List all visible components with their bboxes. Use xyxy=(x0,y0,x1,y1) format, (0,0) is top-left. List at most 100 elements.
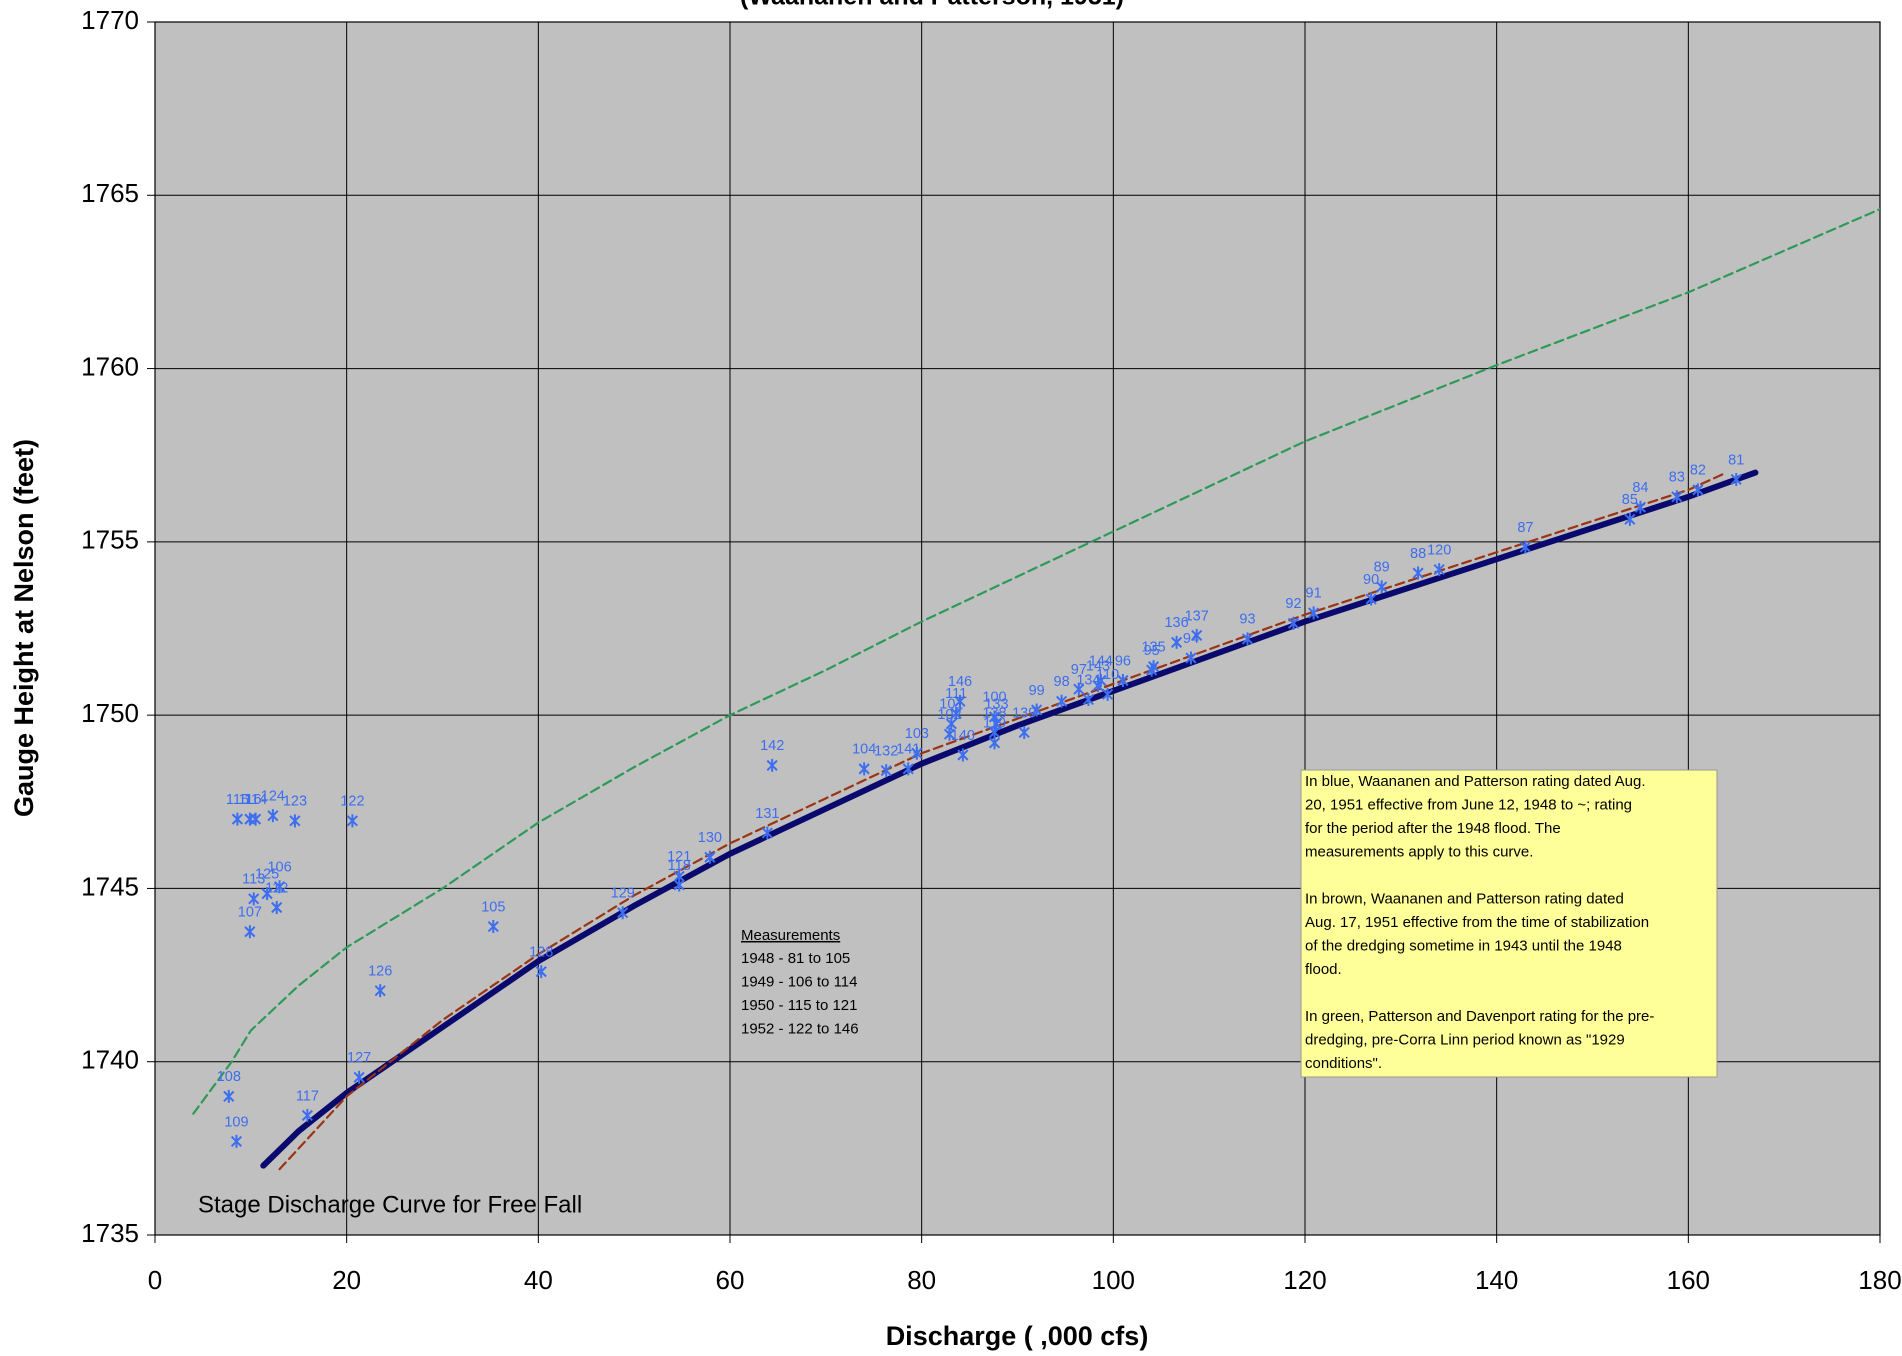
point-label: 110 xyxy=(1096,667,1119,683)
marker xyxy=(1018,725,1030,739)
marker xyxy=(1519,540,1531,554)
note-line: for the period after the 1948 flood. The xyxy=(1305,820,1561,837)
point-label: 108 xyxy=(217,1069,241,1085)
marker xyxy=(1031,703,1043,717)
marker xyxy=(1148,660,1160,674)
x-tick-label: 100 xyxy=(1092,1265,1135,1295)
marker xyxy=(1376,580,1388,594)
marker xyxy=(1730,472,1742,486)
marker xyxy=(1056,694,1068,708)
marker xyxy=(943,727,956,741)
marker xyxy=(954,694,966,708)
marker xyxy=(261,887,273,901)
point-label: 140 xyxy=(951,728,975,744)
point-label: 82 xyxy=(1690,463,1706,479)
point-label: 99 xyxy=(1029,683,1045,699)
marker xyxy=(1185,651,1197,665)
point-label: 106 xyxy=(267,860,291,876)
x-tick-label: 160 xyxy=(1667,1265,1710,1295)
marker xyxy=(945,717,957,731)
y-tick-label: 1770 xyxy=(81,5,139,35)
x-tick-label: 140 xyxy=(1475,1265,1518,1295)
point-label: 122 xyxy=(340,794,364,810)
y-tick-label: 1750 xyxy=(81,698,139,728)
point-label: 115 xyxy=(226,792,249,808)
annotation: Stage Discharge Curve for Free Fall xyxy=(198,1191,582,1218)
point-label: 117 xyxy=(296,1088,319,1104)
note-line: In blue, Waananen and Patterson rating d… xyxy=(1305,773,1646,790)
marker xyxy=(271,900,283,914)
x-tick-label: 120 xyxy=(1283,1265,1326,1295)
point-label: 118 xyxy=(668,858,691,874)
marker xyxy=(223,1089,235,1103)
marker xyxy=(267,809,279,823)
measurements-heading: Measurements xyxy=(741,927,840,944)
marker xyxy=(704,850,716,864)
marker xyxy=(902,762,914,776)
marker xyxy=(761,826,773,840)
point-label: 92 xyxy=(1285,596,1301,612)
measurements-line: 1948 - 81 to 105 xyxy=(741,950,850,967)
y-tick-label: 1765 xyxy=(81,178,139,208)
curve xyxy=(278,471,1728,1171)
note-line: conditions". xyxy=(1305,1055,1382,1072)
point-label: 113 xyxy=(242,872,265,888)
marker xyxy=(1412,566,1424,580)
y-tick-label: 1760 xyxy=(81,351,139,381)
note-line: flood. xyxy=(1305,961,1342,978)
point-label: 136 xyxy=(1164,615,1188,631)
marker xyxy=(766,758,778,772)
point-label: 139 xyxy=(1012,705,1036,721)
marker xyxy=(957,748,969,762)
measurements-line: 1949 - 106 to 114 xyxy=(741,973,857,990)
x-tick-label: 60 xyxy=(716,1265,745,1295)
note-box xyxy=(1300,769,1718,1078)
point-label: 125 xyxy=(255,866,279,882)
note-line: dredging, pre-Corra Linn period known as… xyxy=(1305,1031,1625,1048)
point-label: 103 xyxy=(905,726,929,742)
point-label: 142 xyxy=(760,738,784,754)
point-label: 95 xyxy=(1144,643,1160,659)
point-label: 133 xyxy=(984,697,1008,713)
marker xyxy=(988,736,1001,750)
y-tick-label: 1745 xyxy=(81,871,139,901)
marker xyxy=(1634,500,1646,514)
note-line: of the dredging sometime in 1943 until t… xyxy=(1305,937,1622,954)
point-label: 109 xyxy=(224,1114,248,1130)
marker xyxy=(535,965,547,979)
marker xyxy=(230,1134,243,1148)
point-label: 141 xyxy=(896,742,920,758)
y-tick-label: 1740 xyxy=(81,1045,139,1075)
point-label: 94 xyxy=(1183,631,1199,647)
point-label: 119 xyxy=(983,716,1006,732)
point-label: 83 xyxy=(1669,470,1685,486)
point-label: 112 xyxy=(265,880,288,896)
marker xyxy=(911,746,923,760)
marker xyxy=(1117,673,1129,687)
point-label: 97 xyxy=(1071,662,1087,678)
marker xyxy=(1241,632,1254,646)
point-label: 93 xyxy=(1239,612,1255,628)
x-tick-label: 180 xyxy=(1858,1265,1901,1295)
note-line: measurements apply to this curve. xyxy=(1305,843,1533,860)
point-label: 88 xyxy=(1410,546,1426,562)
marker xyxy=(1082,693,1094,707)
marker xyxy=(1102,687,1114,701)
note-line: In brown, Waananen and Patterson rating … xyxy=(1305,890,1624,907)
point-label: 146 xyxy=(948,674,972,690)
point-label: 105 xyxy=(481,899,505,915)
marker xyxy=(231,812,243,826)
note-line: Aug. 17, 1951 effective from the time of… xyxy=(1305,914,1649,931)
point-label: 132 xyxy=(874,743,898,759)
marker xyxy=(353,1070,365,1084)
point-label: 96 xyxy=(1115,653,1131,669)
point-label: 135 xyxy=(1141,639,1165,655)
point-label: 116 xyxy=(238,792,261,808)
marker xyxy=(673,878,685,892)
x-tick-label: 80 xyxy=(907,1265,936,1295)
marker xyxy=(248,892,260,906)
marker xyxy=(1308,606,1320,620)
point-label: 123 xyxy=(283,794,307,810)
